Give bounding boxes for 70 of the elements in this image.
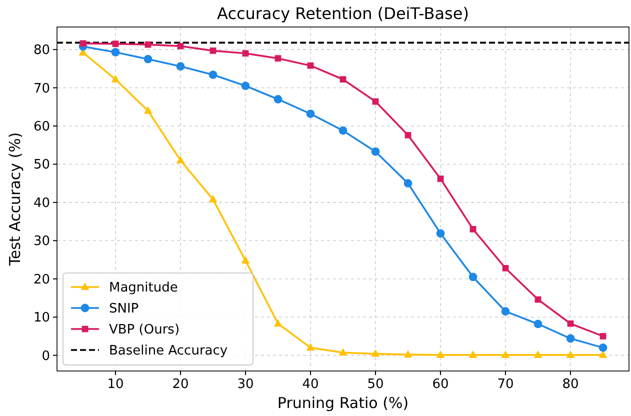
point — [534, 350, 542, 358]
point — [436, 350, 445, 358]
point — [502, 264, 509, 272]
point — [404, 350, 412, 358]
point — [566, 334, 575, 343]
point — [468, 272, 478, 282]
x-tick-label: 10 — [107, 377, 124, 392]
x-tick-label: 70 — [497, 377, 514, 392]
x-tick-label: 60 — [432, 377, 449, 392]
point — [404, 132, 412, 138]
y-tick-label: 60 — [33, 119, 50, 134]
point — [501, 307, 510, 316]
point — [307, 62, 314, 69]
legend-label: Magnitude — [109, 280, 178, 296]
point — [144, 54, 152, 64]
point — [208, 70, 218, 79]
point — [470, 226, 476, 232]
point — [436, 229, 445, 238]
point — [111, 74, 120, 82]
y-tick-label: 50 — [33, 158, 50, 173]
y-tick-label: 40 — [33, 196, 50, 211]
x-tick-label: 50 — [367, 377, 384, 392]
point — [274, 319, 282, 327]
point — [144, 41, 152, 48]
x-tick-label: 80 — [562, 377, 579, 392]
x-tick-label: 30 — [237, 377, 254, 392]
point — [208, 194, 218, 202]
point — [241, 256, 250, 264]
point — [242, 50, 249, 57]
y-tick-label: 0 — [42, 348, 50, 364]
point — [404, 179, 412, 188]
x-tick-label: 40 — [302, 377, 319, 392]
legend-label: VBP (Ours) — [109, 322, 180, 338]
point — [80, 40, 86, 47]
y-tick-label: 20 — [33, 272, 50, 288]
point — [437, 176, 444, 182]
y-tick-label: 10 — [33, 310, 50, 326]
point — [567, 320, 574, 327]
y-tick-label: 80 — [33, 43, 50, 58]
point — [600, 333, 606, 340]
point — [176, 156, 185, 164]
point — [274, 55, 282, 62]
point — [534, 320, 542, 328]
x-axis-title: Pruning Ratio (%) — [277, 394, 409, 412]
legend-label: Baseline Accuracy — [109, 344, 228, 358]
point — [274, 95, 282, 104]
point — [371, 349, 380, 357]
point — [144, 106, 152, 114]
point — [501, 350, 510, 358]
point — [210, 48, 216, 54]
point — [112, 40, 119, 48]
y-tick-label: 30 — [33, 234, 50, 250]
point — [306, 110, 315, 118]
point — [468, 350, 478, 358]
legend-label: SNIP — [109, 302, 139, 316]
point — [176, 62, 185, 71]
point — [306, 343, 315, 351]
x-tick-label: 20 — [172, 377, 189, 392]
point — [111, 48, 120, 56]
chart-title: Accuracy Retention (DeiT-Base) — [217, 4, 469, 23]
point — [371, 147, 380, 156]
point — [566, 350, 575, 358]
point — [177, 42, 184, 50]
y-tick-label: 70 — [33, 81, 50, 96]
y-axis-title: Test Accuracy (%) — [6, 132, 24, 267]
point — [338, 348, 348, 356]
point — [340, 76, 346, 83]
point — [598, 343, 608, 352]
point — [241, 82, 250, 90]
point — [338, 126, 348, 135]
